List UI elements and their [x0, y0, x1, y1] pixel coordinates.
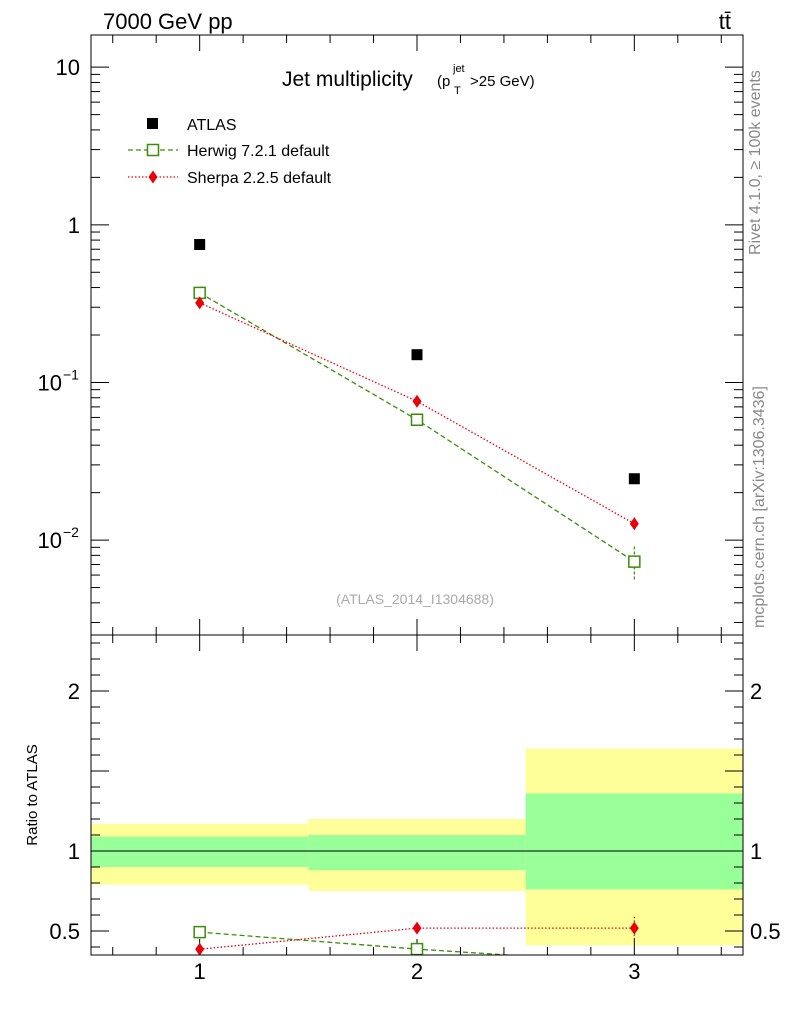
main-point-0-1 [411, 349, 423, 361]
mcplots-label: mcplots.cern.ch [arXiv:1306.3436] [751, 386, 768, 628]
ratio-band-inner-0 [91, 836, 309, 867]
main-axis-ticks [91, 35, 743, 635]
main-point-2-0 [195, 296, 205, 310]
legend-label-sherpa: Sherpa 2.2.5 default [187, 170, 332, 187]
main-ytick-label-0: 10 [56, 55, 80, 80]
header-left: 7000 GeV pp [103, 9, 233, 34]
ratio-point-1-2 [629, 921, 639, 935]
main-point-1-1 [410, 413, 424, 426]
ratio-point-0-1 [410, 942, 424, 955]
ratio-band-inner-1 [308, 835, 526, 871]
ratio-ytick-label-left-1: 1 [68, 839, 80, 864]
title-sub-sub: T [454, 85, 461, 97]
chart-title: Jet multiplicity (p jet T >25 GeV) [282, 63, 535, 97]
main-point-0-2 [628, 473, 640, 485]
title-main: Jet multiplicity [282, 68, 413, 91]
header-right: tt̄ [719, 9, 731, 34]
ratio-ytick-label-left-0: 0.5 [49, 919, 80, 944]
legend-label-herwig: Herwig 7.2.1 default [187, 143, 330, 160]
main-point-1-2 [628, 555, 641, 568]
main-ytick-exp-3: −2 [63, 524, 79, 540]
main-point-2-2 [629, 517, 639, 531]
main-line-1 [199, 292, 635, 563]
legend-marker-herwig [146, 143, 160, 157]
analysis-id: (ATLAS_2014_I1304688) [336, 591, 494, 607]
ratio-band-inner-2 [525, 793, 743, 890]
ratio-frame [90, 634, 744, 956]
rivet-label: Rivet 4.1.0, ≥ 100k events [747, 70, 764, 255]
ratio-point-0-0 [193, 925, 206, 939]
ratio-ytick-label-right-2: 2 [750, 679, 762, 704]
title-sub-open: (p [437, 73, 450, 90]
ratio-ytick-label-left-2: 2 [68, 679, 80, 704]
main-point-0-0 [194, 239, 206, 251]
ratio-point-1-0 [195, 942, 205, 955]
main-point-2-1 [412, 394, 422, 408]
title-sub-sup: jet [452, 63, 465, 75]
legend-marker-sherpa [148, 170, 158, 184]
ratio-axis-ticks [91, 635, 743, 955]
ratio-ylabel: Ratio to ATLAS [24, 744, 41, 845]
ratio-point-1-1 [412, 921, 422, 935]
ratio-ytick-label-right-1: 1 [750, 839, 762, 864]
main-ytick-label-1: 1 [68, 213, 80, 238]
legend-marker-atlas [147, 118, 158, 129]
ratio-xtick-label-1: 2 [411, 959, 423, 984]
ratio-data-layer [193, 916, 639, 955]
ratio-xtick-label-0: 1 [194, 959, 206, 984]
ratio-uncertainty-bands [91, 748, 743, 946]
main-line-2 [199, 302, 635, 525]
main-ytick-exp-2: −1 [63, 366, 79, 382]
main-ytick-label-3: 10 [38, 528, 62, 553]
title-sub-tail: >25 GeV) [470, 73, 535, 90]
main-data-layer [193, 239, 641, 582]
legend-label-atlas: ATLAS [187, 117, 237, 134]
ratio-xtick-label-2: 3 [628, 959, 640, 984]
legend: ATLAS Herwig 7.2.1 default Sherpa 2.2.5 … [128, 117, 332, 187]
main-ytick-label-2: 10 [38, 370, 62, 395]
ratio-ytick-label-right-0: 0.5 [750, 919, 781, 944]
